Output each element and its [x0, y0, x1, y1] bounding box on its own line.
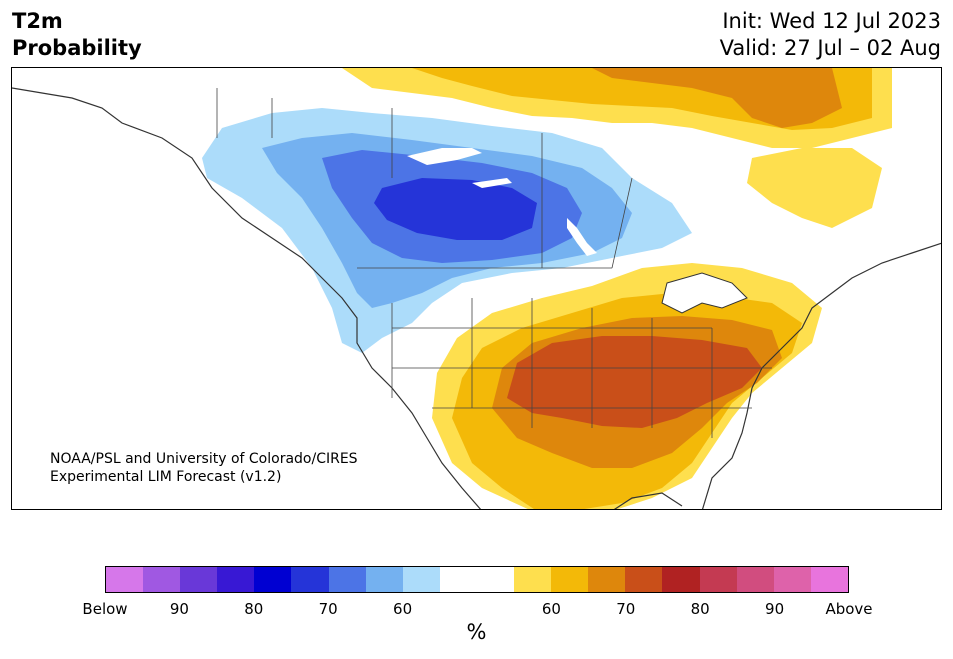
map-canvas — [12, 68, 941, 509]
colorbar-unit: % — [466, 620, 487, 644]
colorbar-swatch — [402, 567, 440, 592]
colorbar-swatch — [588, 567, 626, 592]
great-slave-lake — [407, 148, 482, 165]
colorbar-tick-label: 90 — [169, 600, 189, 618]
lake-winnipeg — [567, 218, 597, 256]
colorbar-swatch — [180, 567, 218, 592]
colorbar-tick-label: 80 — [244, 600, 264, 618]
colorbar-swatch — [662, 567, 700, 592]
great-lakes — [661, 272, 748, 314]
warm-region-arctic-high — [592, 68, 842, 128]
title-line-quantity: Probability — [12, 36, 142, 60]
colorbar-swatch — [365, 567, 403, 592]
colorbar-swatch — [514, 567, 552, 592]
colorbar-swatch — [476, 567, 515, 592]
colorbar-tick-label: 90 — [765, 600, 785, 618]
credit-line-1: NOAA/PSL and University of Colorado/CIRE… — [50, 451, 358, 467]
colorbar — [105, 566, 849, 593]
colorbar-swatch — [291, 567, 329, 592]
colorbar-tick-label: 80 — [690, 600, 710, 618]
colorbar-tick-label: 60 — [393, 600, 413, 618]
colorbar-swatch — [106, 567, 144, 592]
credit-line-2: Experimental LIM Forecast (v1.2) — [50, 469, 282, 485]
colorbar-tick-label: 60 — [541, 600, 561, 618]
political-borders — [216, 88, 772, 438]
colorbar-tick-label: 70 — [318, 600, 338, 618]
coastlines — [12, 87, 941, 509]
map-title: T2m Probability — [12, 8, 142, 62]
colorbar-swatch — [551, 567, 589, 592]
probability-map: NOAA/PSL and University of Colorado/CIRE… — [11, 67, 942, 510]
cold-region-80 — [374, 178, 537, 240]
colorbar-tick-label: Above — [825, 600, 873, 618]
colorbar-swatch — [439, 567, 477, 592]
colorbar-swatch — [699, 567, 737, 592]
warm-region-75 — [507, 336, 762, 428]
colorbar-swatch — [736, 567, 774, 592]
lake-athabasca — [472, 178, 512, 188]
title-line-variable: T2m — [12, 9, 63, 33]
colorbar-swatch — [328, 567, 366, 592]
credit-text: NOAA/PSL and University of Colorado/CIRE… — [50, 450, 358, 486]
colorbar-swatch — [773, 567, 811, 592]
colorbar-tick-labels: Below 90 80 70 60 60 70 80 90 Above — [82, 600, 872, 620]
colorbar-swatch — [143, 567, 181, 592]
colorbar-swatch — [217, 567, 255, 592]
colorbar-tick-label: Below — [82, 600, 128, 618]
colorbar-swatch — [625, 567, 663, 592]
colorbar-swatch — [810, 567, 848, 592]
forecast-dates: Init: Wed 12 Jul 2023 Valid: 27 Jul – 02… — [720, 8, 941, 62]
colorbar-swatch — [254, 567, 292, 592]
valid-period: Valid: 27 Jul – 02 Aug — [719, 36, 941, 60]
init-date: Init: Wed 12 Jul 2023 — [722, 9, 941, 33]
colorbar-tick-label: 70 — [616, 600, 636, 618]
warm-region-quebec — [747, 148, 882, 228]
